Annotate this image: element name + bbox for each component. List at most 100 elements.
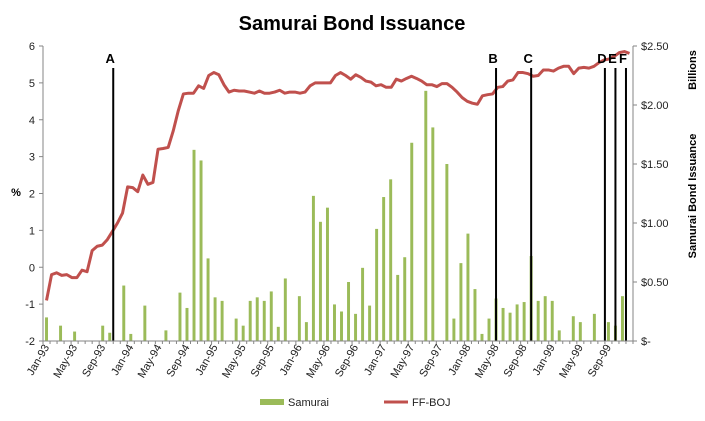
samurai-bar	[445, 164, 449, 341]
samurai-bar	[325, 207, 329, 341]
samurai-bar	[431, 127, 435, 341]
samurai-bar	[59, 325, 63, 341]
samurai-bar	[73, 331, 77, 341]
right-tick-label: $1.50	[641, 159, 669, 171]
samurai-bar	[543, 296, 547, 341]
samurai-bar	[318, 221, 322, 341]
right-tick-label: $1.00	[641, 218, 669, 230]
left-tick-label: -2	[25, 336, 35, 348]
x-tick-label: Sep-95	[249, 343, 277, 380]
x-tick-label: May-93	[51, 343, 80, 381]
left-tick-label: -1	[25, 299, 35, 311]
samurai-bar	[508, 312, 512, 341]
samurai-bar	[459, 263, 463, 341]
samurai-bar	[375, 228, 379, 341]
chart-title: Samurai Bond Issuance	[239, 13, 466, 35]
event-label-a: A	[106, 51, 116, 66]
x-tick-label: Sep-94	[164, 343, 192, 380]
x-tick-label: May-95	[220, 343, 249, 381]
event-label-b: B	[488, 51, 497, 66]
samurai-bar	[354, 313, 358, 341]
x-tick-label: Sep-96	[333, 343, 361, 380]
samurai-bar	[550, 300, 554, 341]
right-tick-label: $2.00	[641, 100, 669, 112]
samurai-bar	[473, 289, 477, 341]
samurai-bar	[192, 149, 196, 341]
left-tick-label: 3	[29, 152, 35, 164]
x-tick-label: Jan-98	[446, 343, 473, 378]
legend-samurai-swatch	[260, 399, 284, 405]
samurai-bar	[311, 195, 315, 341]
event-label-e: E	[608, 51, 617, 66]
left-axis-ticks: -2 -1 0 1 2 3 4 5 6	[25, 41, 43, 348]
samurai-bar	[592, 313, 596, 341]
y-left-axis-label: %	[11, 187, 21, 199]
samurai-bar	[269, 291, 273, 341]
y-right-axis-label: Samurai Bond Issuance	[687, 134, 699, 259]
samurai-bar	[410, 142, 414, 341]
event-label-f: F	[619, 51, 627, 66]
samurai-bar	[213, 297, 217, 341]
x-tick-label: May-97	[389, 343, 418, 381]
right-axis-ticks: $- $0.50 $1.00 $1.50 $2.00 $2.50	[633, 41, 669, 348]
samurai-bar	[45, 317, 48, 341]
samurai-bar	[276, 326, 280, 341]
right-tick-label: $2.50	[641, 41, 669, 53]
samurai-bar	[340, 311, 343, 341]
x-tick-label: May-94	[136, 343, 165, 381]
samurai-bar	[234, 318, 238, 341]
samurai-bar	[536, 300, 540, 341]
x-axis-ticks: Jan-93 May-93 Sep-93 Jan-94 May-94 Sep-94 Jan-…	[25, 341, 634, 381]
left-tick-label: 4	[29, 115, 35, 127]
legend-ff-boj-label: FF-BOJ	[412, 397, 451, 409]
x-tick-label: Jan-95	[193, 343, 220, 378]
samurai-bar	[620, 296, 624, 341]
x-tick-label: Jan-97	[362, 343, 389, 378]
samurai-bar	[578, 322, 582, 341]
samurai-bar	[382, 197, 386, 341]
samurai-bar	[522, 302, 526, 341]
samurai-bar	[403, 257, 407, 341]
samurai-bar	[108, 332, 112, 341]
left-tick-label: 5	[29, 78, 35, 90]
x-tick-label: Jan-94	[109, 343, 136, 378]
samurai-bar	[262, 300, 266, 341]
samurai-bar	[424, 90, 428, 341]
samurai-bar	[101, 325, 105, 341]
samurai-bar	[199, 160, 203, 341]
left-tick-label: 1	[29, 225, 35, 237]
samurai-bars	[45, 90, 624, 341]
samurai-bar	[248, 300, 252, 341]
x-tick-label: Jan-96	[278, 343, 305, 378]
x-tick-label: May-99	[557, 343, 586, 381]
legend-samurai-label: Samurai	[288, 397, 329, 409]
samurai-bar	[122, 285, 126, 341]
samurai-bar	[515, 304, 519, 341]
samurai-bar	[452, 318, 456, 341]
samurai-bar	[297, 296, 301, 341]
x-tick-label: Jan-99	[531, 343, 558, 378]
x-tick-label: Sep-97	[417, 343, 445, 380]
x-tick-label: Sep-99	[586, 343, 614, 380]
samurai-bar	[361, 267, 365, 341]
samurai-bar	[333, 304, 336, 341]
samurai-bar	[606, 322, 610, 341]
right-tick-label: $-	[641, 336, 651, 348]
event-label-c: C	[523, 51, 533, 66]
samurai-bar	[571, 316, 575, 341]
samurai-bar	[164, 330, 168, 341]
left-tick-label: 0	[29, 262, 35, 274]
samurai-bar	[501, 307, 505, 341]
ff-boj-line-layer	[45, 50, 631, 301]
samurai-bar	[368, 305, 372, 341]
left-tick-label: 2	[29, 189, 35, 201]
samurai-bar	[241, 325, 245, 341]
x-tick-label: May-96	[304, 343, 333, 381]
x-tick-label: Sep-98	[502, 343, 530, 380]
samurai-bar	[396, 274, 400, 341]
right-tick-label: $0.50	[641, 277, 669, 289]
samurai-bar	[389, 179, 393, 341]
x-tick-label: Sep-93	[80, 343, 108, 380]
